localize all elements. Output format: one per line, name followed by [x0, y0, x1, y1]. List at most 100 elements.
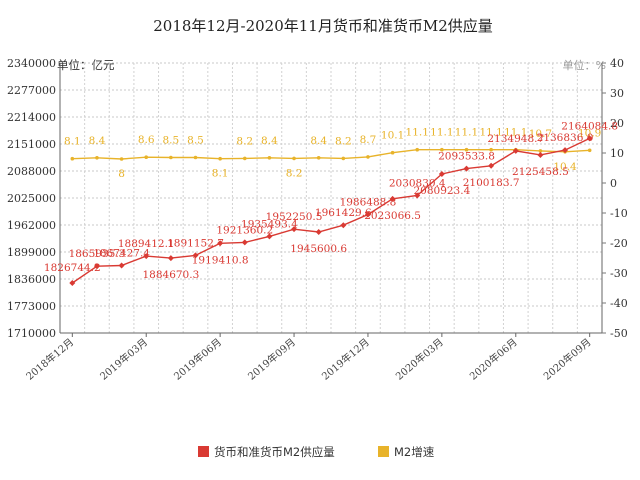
- data-label: 2093533.8: [438, 151, 495, 163]
- data-point: [292, 156, 296, 161]
- right-axis-unit: 单位：%: [563, 58, 606, 72]
- data-label: 10.7: [529, 128, 552, 140]
- data-point: [218, 156, 222, 161]
- left-tick-label: 2151000: [7, 138, 56, 151]
- data-point: [316, 156, 321, 160]
- data-label: 8.2: [236, 135, 253, 147]
- data-point: [390, 150, 395, 155]
- data-label: 10.1: [381, 130, 404, 142]
- data-point: [414, 192, 421, 199]
- data-point: [340, 222, 347, 229]
- data-point: [167, 255, 174, 262]
- data-point: [193, 155, 198, 160]
- data-label: 10.4: [553, 161, 577, 173]
- x-tick-label: 2020年06月: [467, 335, 520, 382]
- data-label: 8.5: [187, 135, 204, 147]
- data-point: [266, 233, 273, 240]
- series-line: [72, 148, 590, 160]
- x-tick-label: 2019年03月: [97, 335, 150, 382]
- legend-label-m2-supply: 货币和准货币M2供应量: [214, 445, 335, 459]
- data-label: 1889412.1: [118, 238, 175, 250]
- right-tick-label: -10: [610, 207, 628, 220]
- data-point: [463, 165, 470, 172]
- left-tick-label: 2340000: [7, 57, 56, 70]
- data-label: 2023066.5: [364, 210, 421, 222]
- right-tick-label: 20: [610, 117, 624, 130]
- data-point: [93, 263, 100, 270]
- data-label: 1919410.8: [192, 254, 249, 266]
- data-label: 1945600.6: [290, 243, 347, 255]
- data-point: [69, 279, 76, 286]
- data-point: [415, 147, 420, 152]
- data-label: 11.1: [430, 127, 453, 139]
- data-point: [389, 195, 396, 202]
- data-point: [488, 162, 495, 169]
- data-label: 8.4: [89, 135, 106, 147]
- data-point: [192, 252, 199, 259]
- data-point: [119, 157, 124, 161]
- data-point: [464, 147, 469, 152]
- data-label: 8.7: [360, 134, 377, 146]
- left-tick-label: 1962000: [7, 219, 56, 232]
- data-label: 2125458.5: [512, 166, 569, 178]
- data-point: [489, 147, 493, 152]
- data-label: 8.1: [64, 136, 81, 148]
- data-label: 8.4: [310, 135, 327, 147]
- data-label: 8: [118, 168, 125, 180]
- data-point: [512, 147, 519, 154]
- data-label: 11.1: [406, 127, 429, 139]
- data-label: 10.9: [578, 127, 601, 139]
- data-point: [217, 240, 224, 247]
- data-label: 1952250.5: [266, 211, 323, 223]
- data-label: 11.1: [479, 127, 502, 139]
- chart-legend: 货币和准货币M2供应量 M2增速: [198, 445, 435, 459]
- data-label: 1826744.2: [44, 262, 101, 274]
- data-point: [242, 156, 247, 161]
- data-label: 1935493.4: [241, 218, 298, 230]
- data-label: 1884670.3: [142, 269, 199, 281]
- data-label: 2100183.7: [463, 177, 520, 189]
- data-point: [587, 148, 592, 153]
- right-tick-label: 30: [610, 87, 624, 100]
- data-label: 1986488.8: [340, 197, 397, 209]
- data-label: 1865935.3: [69, 248, 126, 260]
- data-label: 8.2: [335, 135, 352, 147]
- data-point: [364, 211, 371, 218]
- left-tick-label: 2277000: [7, 84, 56, 97]
- data-point: [144, 155, 149, 159]
- data-label: 11.1: [504, 127, 527, 139]
- data-point: [143, 253, 150, 260]
- data-point: [267, 156, 272, 160]
- left-axis-unit: 单位：亿元: [57, 58, 115, 72]
- data-point: [118, 262, 125, 269]
- data-point: [241, 239, 248, 246]
- data-point: [440, 147, 444, 152]
- left-tick-label: 2025000: [7, 192, 56, 205]
- data-point: [95, 156, 99, 160]
- right-tick-label: -30: [610, 267, 628, 280]
- left-tick-label: 2214000: [7, 111, 56, 124]
- data-point: [315, 229, 322, 236]
- chart-grid: [59, 62, 603, 334]
- x-tick-label: 2020年03月: [393, 335, 446, 382]
- left-tick-label: 1710000: [7, 327, 56, 340]
- legend-label-m2-growth: M2增速: [394, 445, 435, 459]
- data-label: 2080923.4: [413, 185, 470, 197]
- chart-axes: [59, 63, 603, 334]
- right-tick-label: 0: [610, 177, 617, 190]
- x-tick-label: 2019年06月: [171, 335, 224, 382]
- x-tick-label: 2018年12月: [23, 335, 76, 382]
- x-axis: 2018年12月 2019年03月 2019年06月 2019年09月 2019年12月…: [23, 333, 594, 383]
- right-tick-label: -40: [610, 297, 628, 310]
- right-tick-label: -50: [610, 327, 628, 340]
- data-label: 1867427.4: [93, 248, 150, 260]
- data-label: 8.5: [163, 135, 180, 147]
- series-m2-growth: 8.1 8.4 8 8.6 8.5 8.5 8.1 8.2 8.4 8.2 8.4 8.2 8.7 10.…: [64, 127, 601, 180]
- data-label: 8.1: [212, 168, 229, 180]
- x-tick-label: 2020年09月: [541, 335, 594, 382]
- right-y-axis: 40 30 20 10 0 -10 -20 -30 -40 -50: [602, 57, 628, 340]
- data-label: 2030830.4: [389, 178, 446, 190]
- data-point: [169, 155, 173, 160]
- x-tick-label: 2019年09月: [245, 335, 298, 382]
- data-label: 1921360.2: [216, 224, 273, 236]
